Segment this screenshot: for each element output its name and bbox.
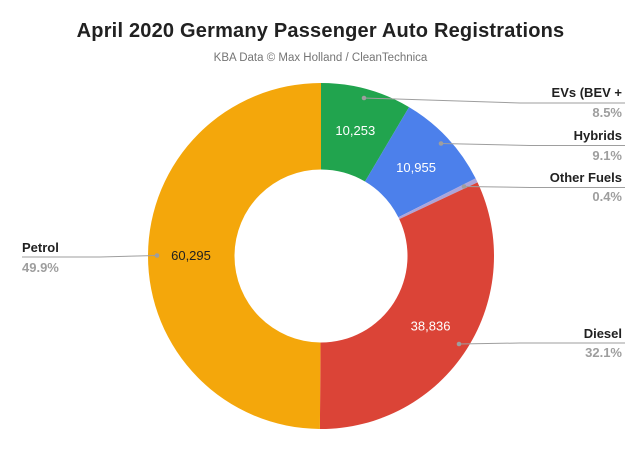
leader-dot-diesel: [456, 341, 462, 347]
slice-value-diesel: 38,836: [411, 319, 451, 334]
leader-line-evs: [363, 97, 625, 104]
leader-dot-petrol: [154, 253, 160, 258]
slice-name-petrol: Petrol: [22, 240, 59, 255]
slice-name-evs: EVs (BEV +: [552, 85, 623, 100]
slice-pct-other-fuels: 0.4%: [592, 189, 622, 204]
slice-name-hybrids: Hybrids: [574, 128, 622, 143]
slice-value-evs-bev: 10,253: [335, 123, 375, 138]
slice-pct-petrol: 49.9%: [22, 260, 59, 275]
slice-pct-diesel: 32.1%: [585, 345, 622, 360]
leader-dot-other-fuels: [461, 184, 467, 189]
slice-value-hybrids: 10,955: [396, 160, 436, 175]
donut-slices: [148, 83, 495, 429]
leader-line-petrol: [22, 255, 158, 258]
leader-dot-hybrids: [438, 141, 444, 146]
donut-slice-other-fuels[interactable]: [398, 178, 478, 220]
slice-pct-hybrids: 9.1%: [592, 148, 622, 163]
leader-line-hybrids: [440, 143, 625, 146]
slice-name-diesel: Diesel: [584, 326, 622, 341]
leader-line-diesel: [458, 342, 625, 345]
callout-other-fuels: Other Fuels 0.4%: [461, 170, 625, 204]
donut-slice-evs-bev[interactable]: [321, 83, 410, 182]
donut-slice-petrol[interactable]: [148, 83, 321, 429]
chart-subtitle: KBA Data © Max Holland / CleanTechnica: [213, 52, 428, 64]
leader-line-other-fuels: [463, 186, 625, 188]
callout-evs: EVs (BEV + 8.5%: [361, 85, 625, 120]
callout-diesel: Diesel 32.1%: [456, 326, 625, 360]
slice-pct-evs: 8.5%: [592, 105, 622, 120]
donut-slice-diesel[interactable]: [319, 182, 495, 429]
chart-title: April 2020 Germany Passenger Auto Regist…: [76, 20, 565, 42]
callout-hybrids: Hybrids 9.1%: [438, 128, 625, 163]
leader-dot-evs: [361, 95, 367, 101]
slice-value-labels: 10,253 10,955 38,836 60,295: [171, 123, 450, 333]
donut-slice-hybrids[interactable]: [365, 107, 476, 218]
slice-value-petrol: 60,295: [171, 248, 211, 263]
slice-name-other-fuels: Other Fuels: [550, 170, 622, 185]
callout-petrol: Petrol 49.9%: [22, 240, 160, 275]
